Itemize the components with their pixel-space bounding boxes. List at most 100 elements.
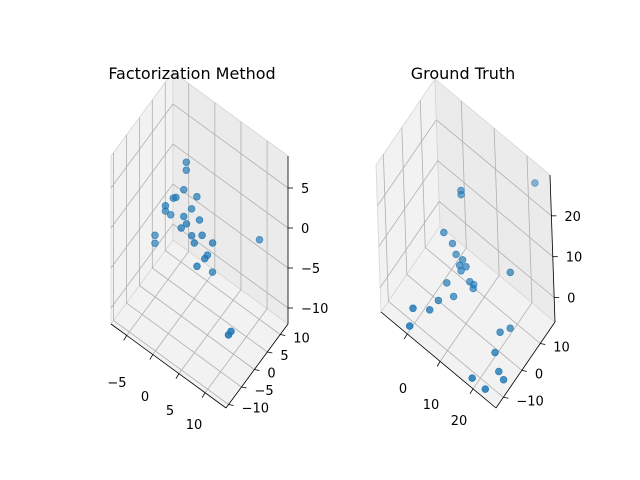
y-tick-label: 0 (267, 367, 275, 382)
scatter-point (462, 262, 470, 271)
scatter-point (255, 235, 264, 244)
x-gridline (126, 83, 190, 336)
scatter-point (172, 193, 180, 202)
x-axis-line (110, 323, 227, 409)
y-tick-label: 10 (553, 341, 570, 356)
scatter-point (531, 179, 539, 187)
scatter-point (481, 385, 490, 393)
x-gridline (204, 140, 268, 393)
scatter-point (208, 268, 217, 276)
y-tick-mark (540, 343, 546, 345)
y-tick-mark (503, 396, 509, 399)
z-gridline (379, 200, 555, 298)
scatter-point (151, 231, 159, 240)
scatter-point (182, 220, 191, 228)
y-tick-mark (280, 334, 286, 336)
x-gridline (406, 100, 467, 335)
y-tick-label: 0 (535, 367, 543, 382)
x-gridline (472, 155, 533, 390)
x-tick-label: 20 (451, 414, 468, 429)
scatter-point (180, 212, 188, 221)
scatter-point (187, 231, 196, 240)
scatter-point (193, 192, 201, 201)
scatter-point (182, 158, 191, 166)
scatter-point (457, 190, 465, 199)
scatter-point (506, 324, 514, 332)
y-gridline (382, 154, 504, 398)
scatter-point (425, 306, 434, 314)
scatter-point (466, 277, 474, 286)
x-tick-mark (403, 333, 408, 340)
z-gridline (377, 119, 552, 217)
scatter-point (499, 375, 508, 384)
scatter-point (495, 367, 503, 376)
x-gridline (439, 128, 500, 362)
scatter-point (195, 216, 204, 224)
z-tick-label: −10 (301, 302, 328, 317)
scatter-point (448, 239, 457, 248)
y-gridline (151, 100, 268, 353)
y-gridline (419, 100, 541, 344)
z-tick-label: 20 (564, 210, 581, 225)
z-gridline (110, 143, 289, 229)
scatter-point (190, 239, 199, 247)
scatter-point (198, 231, 206, 240)
scatter-point (506, 268, 515, 277)
y-axis-line (495, 321, 556, 409)
scatter-point (452, 250, 460, 259)
x-tick-label: 0 (399, 382, 407, 397)
y-axis-line (225, 323, 289, 409)
scatter-point (151, 239, 159, 248)
y-tick-label: −10 (516, 394, 543, 409)
scatter-point (224, 331, 233, 339)
z-tick-label: 5 (301, 182, 309, 197)
y-tick-label: 5 (280, 349, 288, 364)
y-gridline (401, 127, 523, 371)
chart-title-left: Factorization Method (108, 64, 275, 83)
scatter-point (182, 166, 191, 174)
scatter-point (177, 224, 185, 232)
z-gridline (110, 103, 289, 189)
scatter-point (409, 304, 417, 313)
x-gridline (178, 121, 242, 374)
x-tick-label: 10 (423, 398, 440, 413)
z-tick-label: 10 (566, 251, 583, 266)
y-tick-mark (254, 369, 260, 371)
scatter-point (405, 322, 414, 330)
scatter-point (443, 279, 451, 287)
y-gridline (164, 82, 281, 335)
scatter-point (468, 374, 476, 382)
x-tick-mark (175, 373, 180, 379)
z-gridline (378, 160, 554, 257)
scatter-point (458, 256, 467, 264)
y-tick-mark (228, 404, 234, 406)
y-tick-label: 10 (293, 332, 310, 347)
y-tick-mark (521, 369, 527, 372)
scatter-point (161, 202, 170, 210)
z-gridline (110, 223, 289, 309)
y-tick-label: −5 (255, 384, 274, 399)
scatter-point (457, 267, 465, 275)
x-tick-mark (469, 388, 474, 395)
x-axis-line (380, 311, 497, 409)
x-tick-mark (149, 354, 154, 360)
x-tick-label: −5 (107, 376, 126, 391)
scatter-point (491, 348, 499, 357)
scatter-point (187, 205, 196, 213)
x-tick-label: 5 (166, 404, 174, 419)
z-gridline (110, 183, 289, 269)
y-tick-label: −10 (242, 402, 269, 417)
x-tick-mark (436, 361, 441, 367)
y-gridline (113, 152, 229, 405)
scatter-point (166, 211, 175, 219)
scatter-point (201, 254, 209, 263)
x-tick-label: 10 (186, 418, 203, 433)
y-tick-mark (267, 351, 273, 354)
scatter-point (180, 185, 188, 194)
z-tick-label: −5 (301, 262, 320, 277)
x-tick-label: 0 (141, 390, 149, 405)
scatter-point (496, 328, 504, 336)
y-gridline (139, 117, 255, 370)
